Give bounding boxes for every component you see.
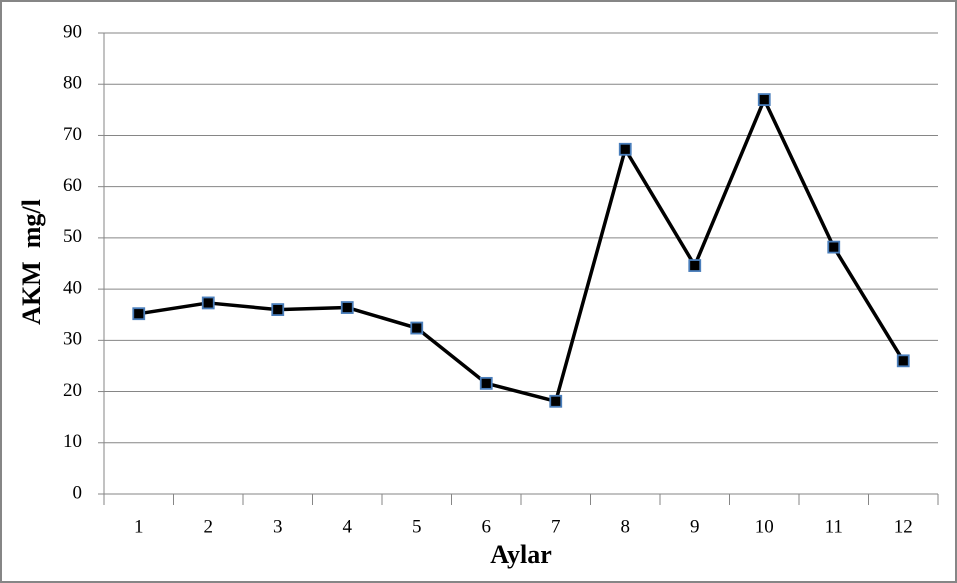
marker (618, 142, 632, 156)
x-tick-label: 12 (894, 516, 913, 537)
marker (688, 259, 702, 272)
marker (410, 321, 424, 335)
x-tick-label: 5 (412, 516, 422, 537)
marker (896, 354, 910, 368)
data-line (138, 97, 905, 404)
marker (201, 296, 215, 310)
y-tick-label: 30 (63, 329, 82, 350)
y-tick-label: 50 (63, 226, 82, 247)
y-axis-label: AKM mg/l (17, 199, 46, 325)
y-tick-label: 10 (63, 431, 82, 452)
x-tick-label: 6 (482, 516, 492, 537)
y-tick-label: 80 (63, 73, 82, 94)
x-tick-label: 8 (621, 516, 631, 537)
x-tick-label: 7 (551, 516, 561, 537)
marker (271, 303, 285, 317)
marker (479, 376, 493, 390)
marker (549, 394, 563, 408)
marker (827, 240, 841, 254)
y-tick-label: 20 (63, 380, 82, 401)
y-tick-label: 0 (73, 482, 83, 503)
y-tick-label: 60 (63, 175, 82, 196)
x-tick-label: 9 (690, 516, 700, 537)
y-tick-label: 70 (63, 124, 82, 145)
x-axis-label: Aylar (490, 540, 552, 569)
x-tick-label: 10 (755, 516, 774, 537)
x-tick-label: 3 (273, 516, 283, 537)
x-tick-label: 1 (134, 516, 144, 537)
marker (132, 307, 146, 321)
x-tick-label: 2 (204, 516, 214, 537)
y-tick-label: 40 (63, 277, 82, 298)
x-tick-label: 4 (343, 516, 353, 537)
marker (340, 301, 354, 314)
y-tick-label: 90 (63, 21, 82, 42)
x-tick-label: 11 (825, 516, 843, 537)
marker (757, 93, 771, 106)
